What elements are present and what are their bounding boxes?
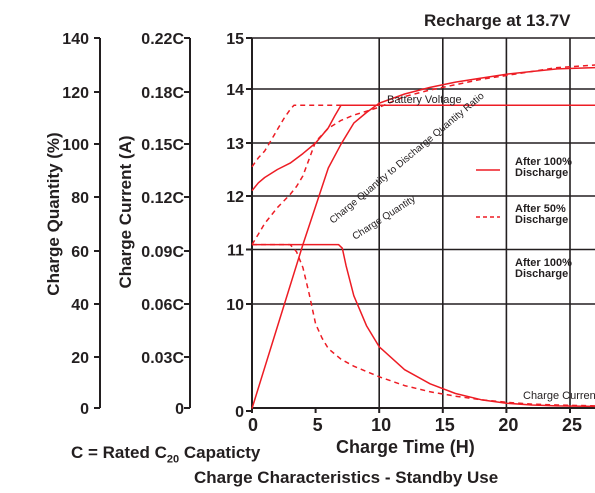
series-line-voltage-dashed: [251, 104, 595, 168]
quantity-tick-label: 60: [71, 244, 89, 261]
voltage-tick-label: 14: [226, 82, 244, 99]
current-tick-label: 0.12C: [141, 190, 184, 207]
series-line-current-solid: [252, 243, 595, 408]
series-line-quantity-solid: [251, 66, 595, 409]
legend-label: After 100%: [515, 156, 572, 168]
series-group: [251, 64, 595, 409]
capacity-note: C = Rated C20 Capaticty: [71, 443, 260, 465]
x-tick-label: 15: [435, 415, 455, 435]
current-tick-label: 0.06C: [141, 297, 184, 314]
chart-title: Recharge at 13.7V: [424, 11, 571, 30]
series-line-quantity-dashed: [251, 64, 595, 245]
current-tick-label: 0.03C: [141, 350, 184, 367]
capacity-note-prefix: C = Rated C: [71, 443, 167, 462]
voltage-tick-label: 15: [226, 31, 244, 48]
battery-voltage-label: Battery Voltage: [387, 94, 462, 106]
current-tick-label: 0.18C: [141, 85, 184, 102]
quantity-tick-label: 120: [62, 85, 89, 102]
quantity-axis-title: Charge Quantity (%): [44, 132, 63, 295]
voltage-tick-label: 10: [226, 297, 244, 314]
legend-label: Discharge: [515, 214, 568, 226]
charge-current-label: Charge Current: [523, 390, 595, 402]
current-tick-label: 0.09C: [141, 244, 184, 261]
x-tick-label: 25: [562, 415, 582, 435]
voltage-tick-label: 13: [226, 136, 244, 153]
legend-label: After 50%: [515, 203, 566, 215]
voltage-tick-label: 0: [235, 404, 244, 421]
voltage-tick-label: 12: [226, 189, 244, 206]
quantity-tick-label: 0: [80, 401, 89, 418]
quantity-tick-label: 20: [71, 350, 89, 367]
x-tick-label: 10: [371, 415, 391, 435]
quantity-tick-label: 100: [62, 137, 89, 154]
legend-label: Discharge: [515, 268, 568, 280]
quantity-tick-label: 40: [71, 297, 89, 314]
series-line-current-dashed: [252, 243, 595, 407]
legend-label: Discharge: [515, 167, 568, 179]
voltage-tick-label: 11: [227, 243, 244, 260]
capacity-note-suffix: Capaticty: [179, 443, 261, 462]
capacity-note-subscript: 20: [166, 453, 180, 466]
x-tick-label: 5: [313, 415, 323, 435]
quantity-tick-label: 140: [62, 31, 89, 48]
series-line-voltage-solid: [251, 104, 595, 192]
current-axis-title: Charge Current (A): [116, 135, 135, 288]
legend-label: After 100%: [515, 257, 572, 269]
axes: 02040608010012014000.03C0.06C0.09C0.12C0…: [44, 31, 595, 435]
current-tick-label: 0.22C: [141, 31, 184, 48]
quantity-tick-label: 80: [71, 190, 89, 207]
chart-caption: Charge Characteristics - Standby Use: [194, 468, 499, 487]
current-tick-label: 0: [175, 401, 184, 418]
x-tick-label: 0: [248, 415, 258, 435]
current-tick-label: 0.15C: [141, 137, 184, 154]
x-tick-label: 20: [498, 415, 518, 435]
x-axis-title: Charge Time (H): [336, 437, 475, 457]
